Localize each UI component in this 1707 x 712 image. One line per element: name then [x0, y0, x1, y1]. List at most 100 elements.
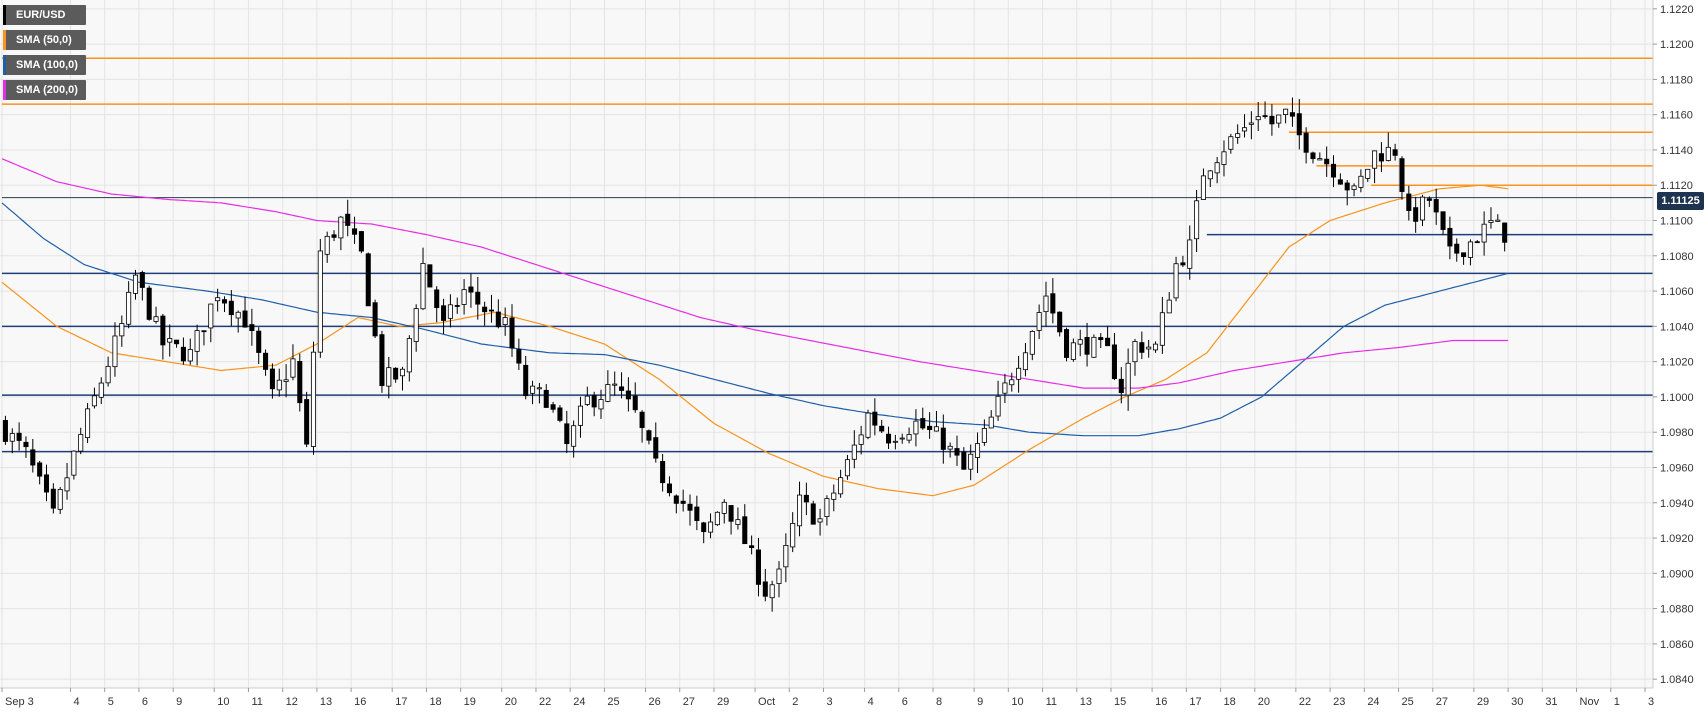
- candle-bull: [1009, 379, 1015, 386]
- candle-bull: [530, 385, 536, 394]
- candle-bull: [502, 317, 508, 325]
- candle-bear: [1324, 158, 1330, 165]
- candle-bull: [1228, 136, 1234, 150]
- candle-bear: [228, 300, 234, 316]
- candle-bull: [714, 511, 720, 526]
- candle-bull: [1043, 295, 1049, 313]
- time-tick-label: 2: [792, 696, 798, 708]
- candle-bear: [557, 407, 563, 421]
- price-tick-label: 1.0980: [1660, 427, 1694, 439]
- time-tick-label: 9: [176, 696, 182, 708]
- legend-label: EUR/USD: [16, 9, 66, 21]
- candle-bull: [988, 416, 994, 429]
- candle-bull: [1159, 312, 1165, 346]
- candle-bull: [1467, 241, 1473, 258]
- price-tick-label: 1.0940: [1660, 498, 1694, 510]
- candle-bull: [844, 459, 850, 477]
- candle-bull: [783, 544, 789, 568]
- candle-bear: [37, 462, 43, 477]
- candle-bull: [865, 412, 871, 438]
- candle-bear: [1139, 342, 1145, 353]
- candle-bear: [30, 449, 36, 466]
- legend-item[interactable]: EUR/USD: [3, 5, 86, 25]
- candle-bull: [1125, 362, 1131, 396]
- candle-bull: [91, 395, 97, 407]
- candle-bull: [105, 365, 111, 384]
- candle-bull: [235, 311, 241, 319]
- candle-bull: [1255, 116, 1261, 121]
- candle-bull: [167, 338, 173, 343]
- candle-bull: [769, 584, 775, 599]
- candle-bear: [434, 289, 440, 309]
- candle-bear: [1050, 293, 1056, 314]
- legend-item[interactable]: SMA (100,0): [3, 55, 86, 75]
- candle-bull: [1248, 122, 1254, 125]
- candle-bear: [475, 291, 481, 305]
- candle-bull: [153, 316, 159, 322]
- candle-bull: [310, 351, 317, 447]
- candle-bear: [174, 339, 180, 345]
- candle-bear: [687, 503, 693, 511]
- time-tick-label: 31: [1545, 696, 1557, 708]
- time-tick-label: 16: [354, 696, 366, 708]
- candle-bear: [701, 522, 707, 533]
- candle-bear: [872, 411, 878, 426]
- candle-bear: [646, 430, 652, 441]
- candle-bear: [1337, 179, 1343, 185]
- candle-bull: [57, 489, 63, 510]
- candle-bull: [968, 453, 974, 470]
- candle-bear: [160, 315, 166, 346]
- candle-bear: [495, 311, 501, 328]
- candle-bull: [338, 216, 344, 239]
- candle-bear: [1064, 329, 1070, 358]
- candle-bear: [16, 432, 22, 441]
- price-axis: 1.0840 1.0860 1.0880 1.0900 1.0920 1.0940 1.09…: [1652, 0, 1707, 712]
- candle-bear: [201, 330, 207, 333]
- candle-bear: [1392, 149, 1398, 156]
- candle-bull: [776, 568, 782, 584]
- legend: EUR/USD SMA (50,0) SMA (100,0) SMA (200,0): [3, 5, 86, 105]
- candle-bear: [749, 545, 755, 549]
- price-tick-label: 1.1080: [1660, 251, 1694, 263]
- candle-bull: [78, 434, 84, 452]
- candle-bear: [886, 433, 892, 444]
- candle-bull: [1187, 239, 1193, 269]
- candle-bull: [1214, 162, 1220, 174]
- time-tick-label: 3: [1648, 696, 1654, 708]
- candle-bear: [694, 506, 700, 521]
- candle-bull: [1207, 170, 1213, 180]
- candle-bull: [1351, 185, 1357, 190]
- candle-bear: [304, 399, 310, 445]
- time-tick-label: 12: [286, 696, 298, 708]
- candle-bull: [824, 498, 830, 517]
- price-tick-label: 1.0900: [1660, 568, 1694, 580]
- candle-bear: [920, 418, 926, 429]
- price-tick-label: 1.1000: [1660, 392, 1694, 404]
- legend-item[interactable]: SMA (200,0): [3, 80, 86, 100]
- candle-bear: [1447, 227, 1453, 247]
- candle-bull: [995, 395, 1001, 417]
- candle-bear: [1502, 222, 1508, 243]
- time-tick-label: 26: [649, 696, 661, 708]
- candle-bull: [208, 303, 214, 329]
- legend-item[interactable]: SMA (50,0): [3, 30, 86, 50]
- candle-bear: [1269, 115, 1275, 125]
- candle-bull: [933, 426, 939, 432]
- candle-bull: [283, 379, 289, 382]
- candle-bear: [550, 404, 556, 410]
- candle-bull: [817, 518, 823, 523]
- time-tick-label: 30: [1511, 696, 1523, 708]
- candle-bear: [660, 461, 666, 484]
- candle-bull: [858, 434, 864, 445]
- price-tick-label: 1.1160: [1660, 110, 1693, 122]
- candle-bear: [365, 253, 371, 307]
- candle-bull: [1385, 146, 1391, 161]
- candle-bull: [413, 308, 419, 342]
- time-tick-label: 27: [1436, 696, 1448, 708]
- candle-bull: [947, 445, 953, 450]
- candle-bear: [2, 420, 8, 442]
- candle-bull: [1419, 196, 1426, 221]
- candle-bull: [461, 289, 467, 305]
- candle-bear: [331, 234, 337, 238]
